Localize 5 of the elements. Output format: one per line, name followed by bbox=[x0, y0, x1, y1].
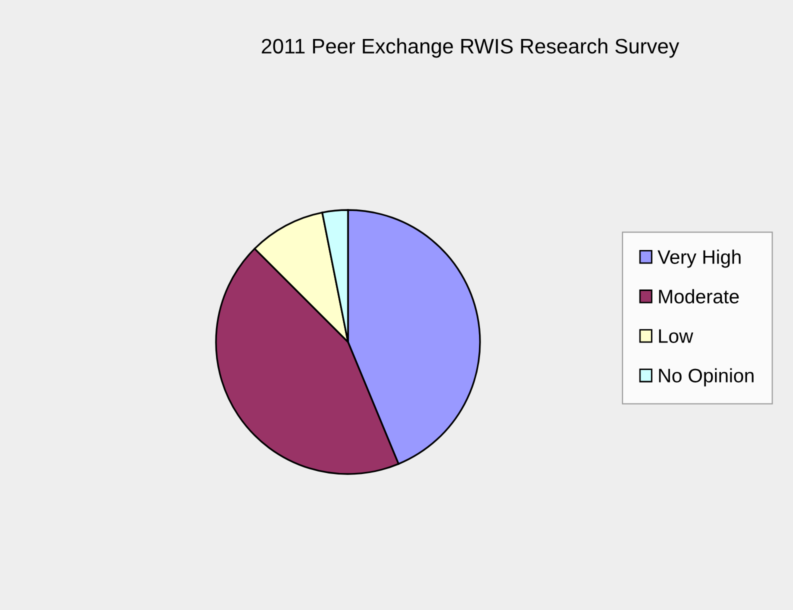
legend-label: Low bbox=[659, 329, 694, 343]
legend-label: No Opinion bbox=[659, 368, 754, 386]
legend-label: Very High bbox=[658, 250, 741, 268]
legend-label: Moderate bbox=[659, 289, 739, 304]
chart-title: 2011 Peer Exchange RWIS Research Survey bbox=[262, 38, 680, 58]
